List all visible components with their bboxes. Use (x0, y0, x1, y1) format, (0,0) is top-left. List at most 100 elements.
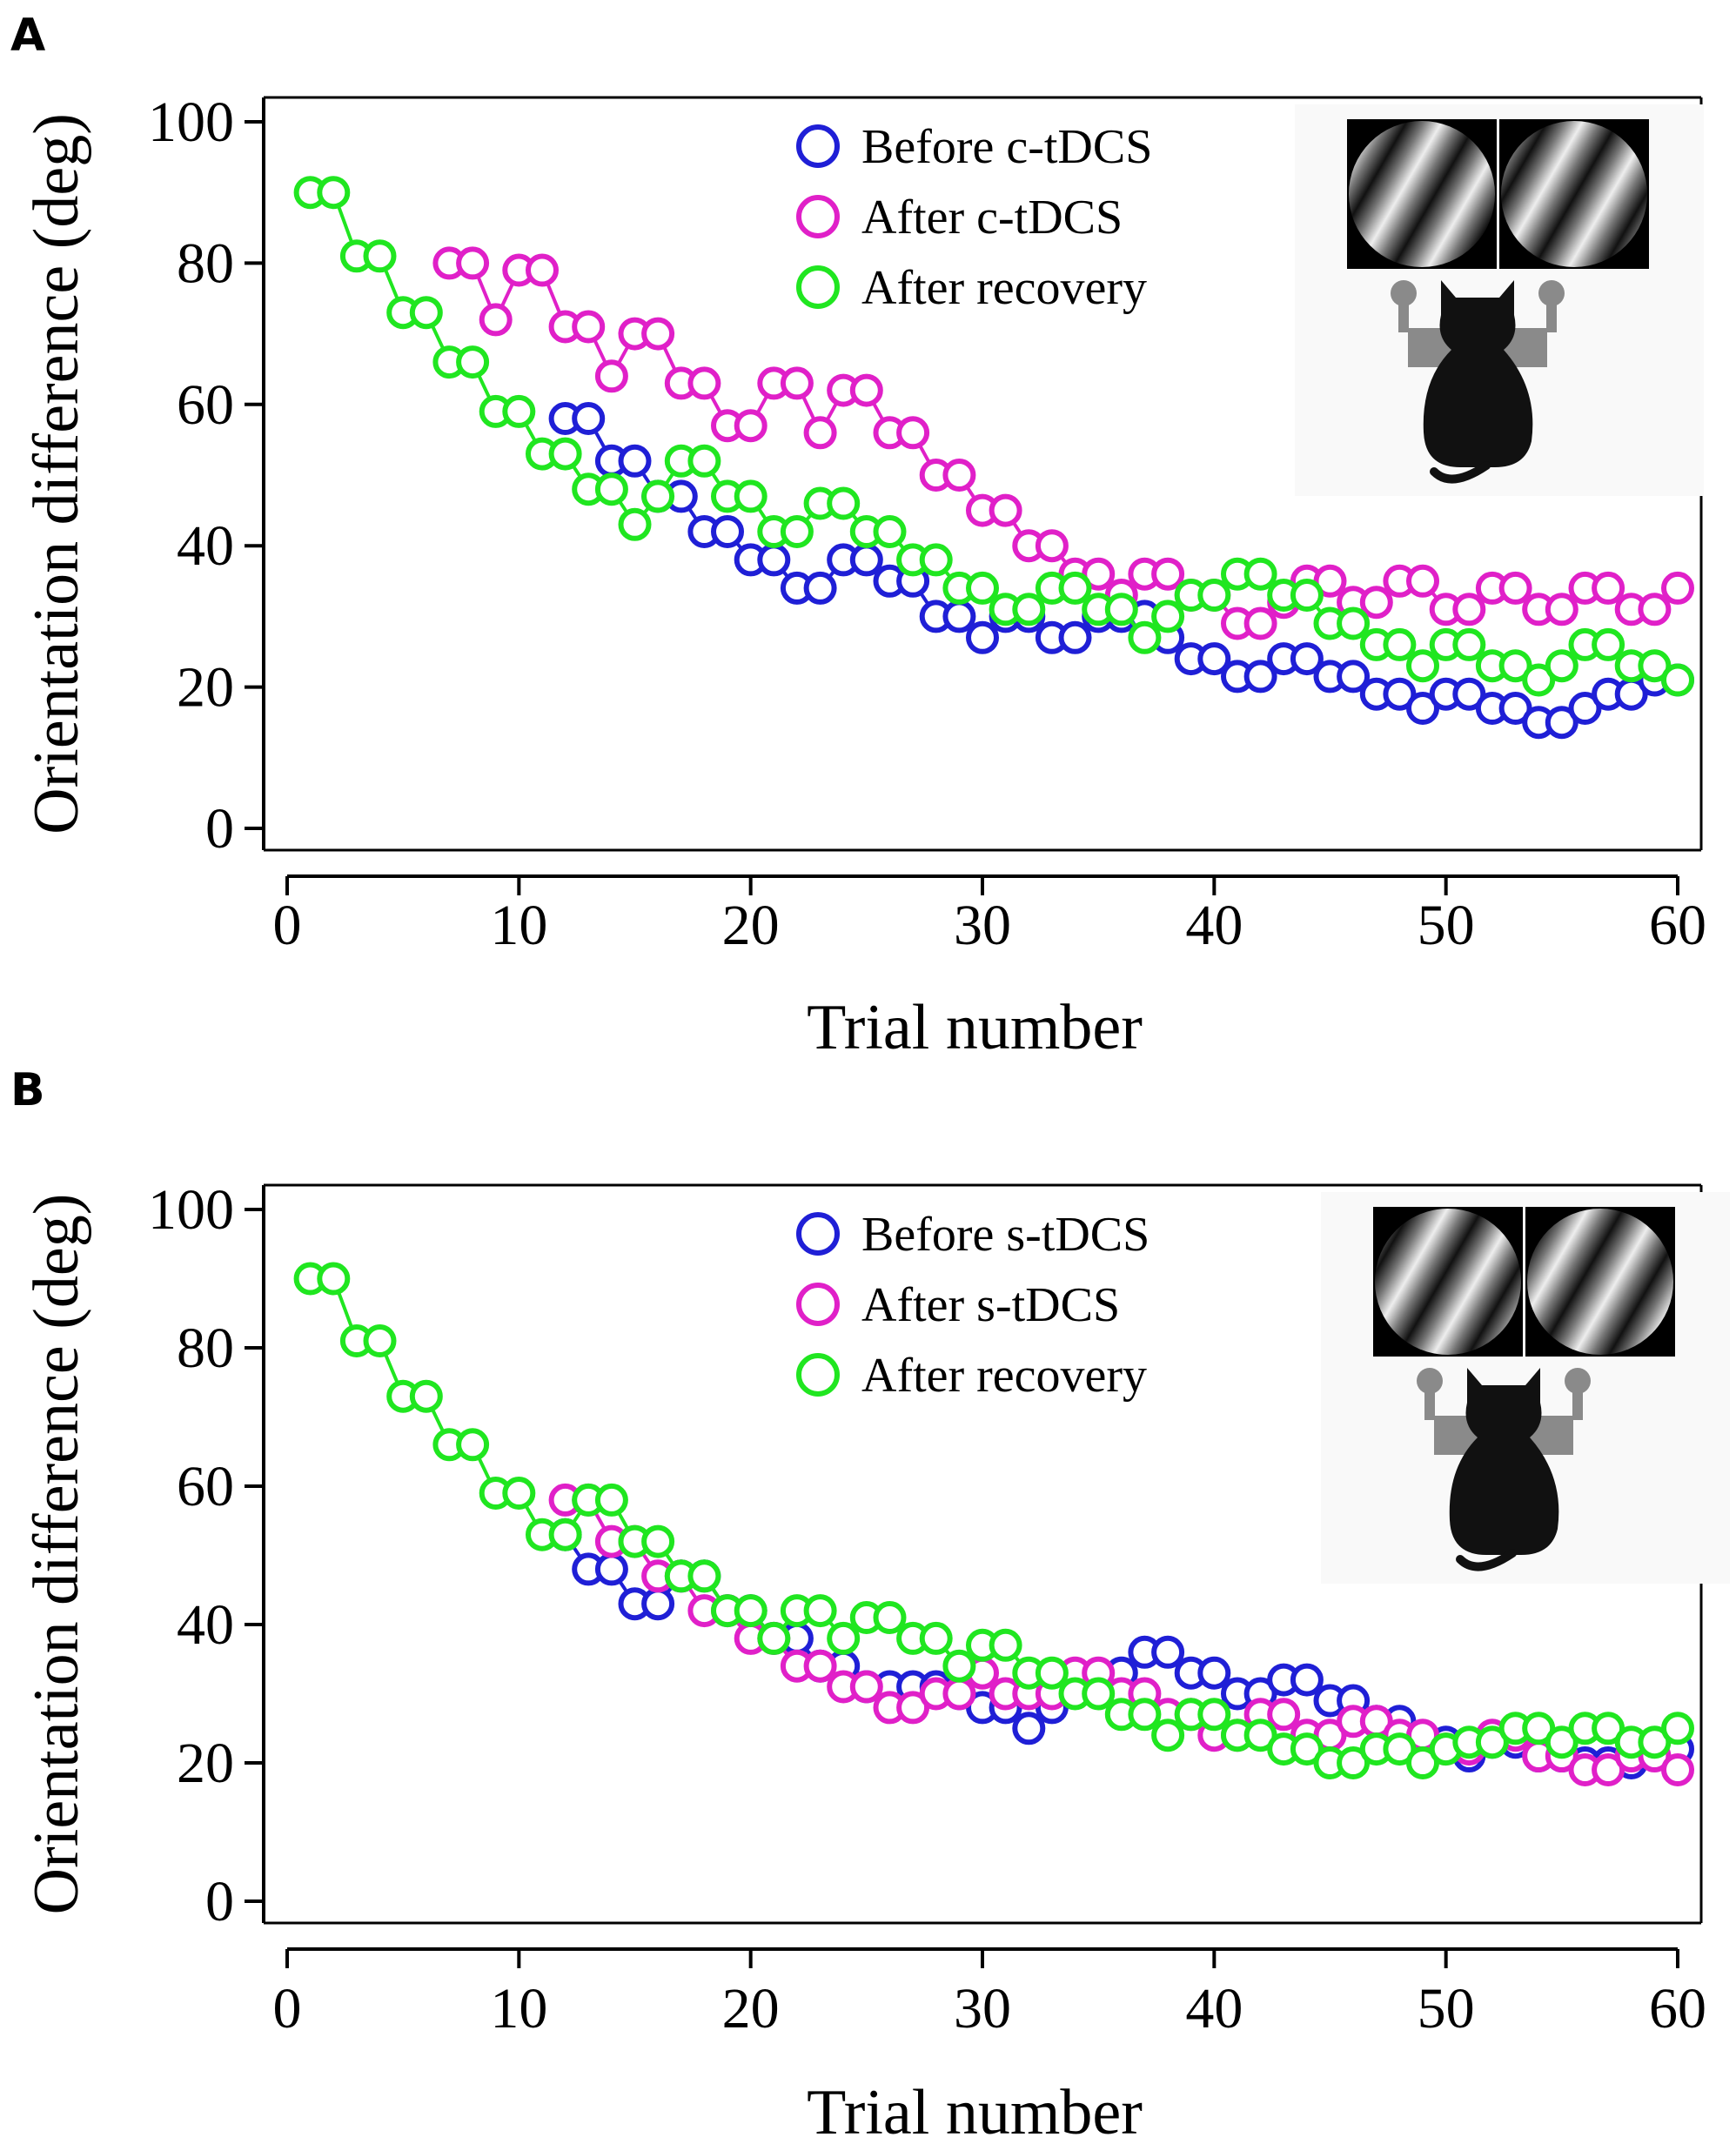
data-point (1452, 593, 1486, 626)
grating-stimulus (1527, 1209, 1673, 1355)
cat-tail (1430, 461, 1491, 484)
series-after-recovery (293, 1262, 1694, 1779)
data-point (502, 394, 536, 428)
x-tick-label: 20 (722, 1977, 780, 2040)
data-point (1661, 571, 1694, 605)
y-axis-title: Orientation difference (deg) (21, 113, 92, 834)
data-point (1151, 1635, 1185, 1669)
legend-label: After c-tDCS (861, 191, 1123, 245)
data-point (1406, 649, 1439, 683)
data-point (1243, 1719, 1277, 1752)
data-point (641, 479, 675, 513)
data-point (803, 416, 837, 450)
data-point (1035, 1656, 1069, 1690)
panel-letter-b: B (10, 1064, 45, 1116)
data-point (1313, 564, 1347, 598)
data-point (317, 176, 351, 210)
data-point (1568, 692, 1602, 725)
data-point (1592, 571, 1625, 605)
data-point (1545, 649, 1578, 683)
data-point (1592, 1753, 1625, 1786)
data-point (1475, 1725, 1509, 1759)
data-point (1383, 1732, 1417, 1766)
data-point (572, 310, 606, 344)
data-point (1012, 1712, 1046, 1745)
data-point (734, 1594, 767, 1628)
data-point (456, 1428, 490, 1462)
data-point (1058, 571, 1092, 605)
data-point (594, 359, 628, 393)
legend-marker (796, 1212, 840, 1256)
x-tick-label: 0 (273, 1977, 302, 2040)
data-point (942, 1677, 976, 1711)
data-point (409, 296, 443, 330)
data-point (1545, 1725, 1578, 1759)
x-tick-label: 60 (1649, 1977, 1706, 2040)
data-point (618, 444, 652, 478)
y-tick-label: 0 (205, 1870, 234, 1933)
y-tick-label: 80 (177, 1317, 234, 1380)
data-point (1197, 1656, 1231, 1690)
data-point (734, 479, 767, 513)
data-point (1406, 692, 1439, 725)
data-point (1638, 593, 1672, 626)
data-point (1337, 1746, 1371, 1779)
data-point (1012, 593, 1046, 626)
data-point (687, 444, 721, 478)
data-point (1290, 1663, 1324, 1697)
legend-marker (796, 195, 840, 238)
grating-stimulus (1349, 121, 1495, 267)
data-point (548, 437, 582, 471)
lever-stem (1424, 1385, 1435, 1420)
data-point (687, 1559, 721, 1593)
legend-label: After s-tDCS (861, 1278, 1120, 1332)
data-point (1406, 1746, 1439, 1779)
data-point (572, 402, 606, 435)
x-tick-label: 20 (722, 894, 780, 957)
data-point (1243, 606, 1277, 640)
data-point (849, 543, 883, 577)
data-point (873, 515, 907, 548)
data-point (594, 1483, 628, 1517)
legend-label: Before s-tDCS (861, 1208, 1150, 1262)
data-point (757, 543, 791, 577)
data-point (1082, 1677, 1116, 1711)
data-point (1545, 706, 1578, 740)
data-point (1661, 1712, 1694, 1745)
data-point (989, 1628, 1022, 1662)
y-tick-label: 40 (177, 514, 234, 578)
data-point (780, 366, 814, 400)
legend-marker (796, 265, 840, 309)
data-point (363, 1324, 397, 1357)
cat-tail (1456, 1549, 1517, 1571)
data-point (1498, 692, 1532, 725)
y-tick-label: 60 (177, 1455, 234, 1518)
data-point (1082, 557, 1116, 591)
data-point (919, 543, 953, 577)
x-axis-title: Trial number (807, 2077, 1143, 2144)
lever-stem (1398, 298, 1409, 332)
x-tick-label: 40 (1185, 894, 1243, 957)
grating-stimulus (1501, 121, 1647, 267)
data-point (1452, 627, 1486, 661)
data-point (849, 1670, 883, 1704)
data-point (1151, 557, 1185, 591)
data-point (827, 1621, 861, 1655)
data-point (827, 486, 861, 520)
data-point (919, 1621, 953, 1655)
data-point (966, 571, 999, 605)
legend-label: Before c-tDCS (861, 120, 1152, 174)
data-point (641, 1587, 675, 1621)
grating-stimulus (1375, 1209, 1521, 1355)
data-point (896, 416, 930, 450)
y-tick-label: 100 (148, 90, 234, 154)
data-point (1592, 1712, 1625, 1745)
x-tick-label: 50 (1418, 894, 1475, 957)
x-tick-label: 0 (273, 894, 302, 957)
data-point (618, 507, 652, 541)
y-tick-label: 0 (205, 797, 234, 861)
cat-silhouette-icon (1449, 1368, 1559, 1555)
data-point (594, 1552, 628, 1586)
data-point (1522, 1712, 1556, 1745)
